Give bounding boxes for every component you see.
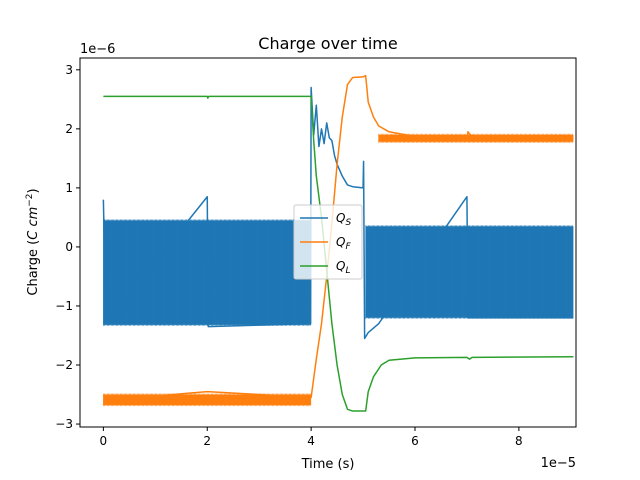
x-tick-label: 2	[203, 434, 211, 448]
x-tick-label: 6	[411, 434, 419, 448]
x-tick-label: 4	[307, 434, 315, 448]
y-axis-label: Charge (C cm−2)	[25, 188, 41, 295]
legend-label-L: QL	[336, 259, 350, 276]
y-axis: −3 −2 −1 0 1 2 3	[55, 63, 80, 431]
legend-entries: QS QF QL	[300, 211, 351, 276]
x-axis-label: Time (s)	[301, 457, 355, 472]
y-offset-label: 1e−6	[80, 42, 115, 57]
x-offset-label: 1e−5	[541, 456, 576, 471]
plot-frame	[79, 57, 577, 428]
y-axis-label-suffix: )	[26, 188, 41, 193]
y-axis-label-unit: C cm	[26, 207, 41, 240]
y-axis-label-exp: −2	[25, 193, 35, 206]
y-tick-label: −2	[55, 358, 73, 372]
y-tick-label: −3	[55, 417, 73, 431]
series-F	[103, 74, 574, 407]
series-S	[102, 86, 574, 340]
legend-label-S: QS	[336, 211, 351, 228]
legend: QS QF QL	[293, 204, 363, 280]
series-L-line	[103, 95, 574, 412]
y-tick-label: −1	[55, 299, 73, 313]
chart-title: Charge over time	[258, 34, 397, 53]
x-axis: 0 2 4 6 8	[100, 427, 523, 448]
y-tick-label: 1	[65, 181, 73, 195]
series-S-band-texture	[103, 219, 311, 326]
series-L	[103, 95, 574, 412]
legend-label-F: QF	[336, 235, 351, 252]
series-layer	[102, 74, 574, 412]
y-axis-label-prefix: Charge (	[26, 240, 41, 296]
y-tick-label: 3	[65, 63, 73, 77]
series-F-line	[103, 74, 574, 402]
x-tick-label: 8	[515, 434, 523, 448]
series-S-band-texture	[365, 225, 573, 319]
y-tick-label: 0	[65, 240, 73, 254]
x-tick-label: 0	[100, 434, 108, 448]
y-tick-label: 2	[65, 122, 73, 136]
